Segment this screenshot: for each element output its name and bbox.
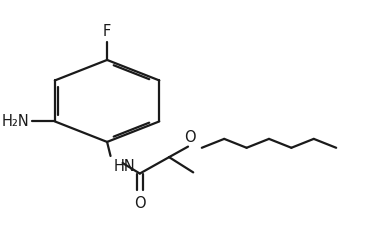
Text: O: O (134, 196, 145, 211)
Text: HN: HN (114, 160, 136, 174)
Text: F: F (103, 24, 111, 39)
Text: O: O (184, 130, 196, 146)
Text: H₂N: H₂N (2, 114, 30, 129)
